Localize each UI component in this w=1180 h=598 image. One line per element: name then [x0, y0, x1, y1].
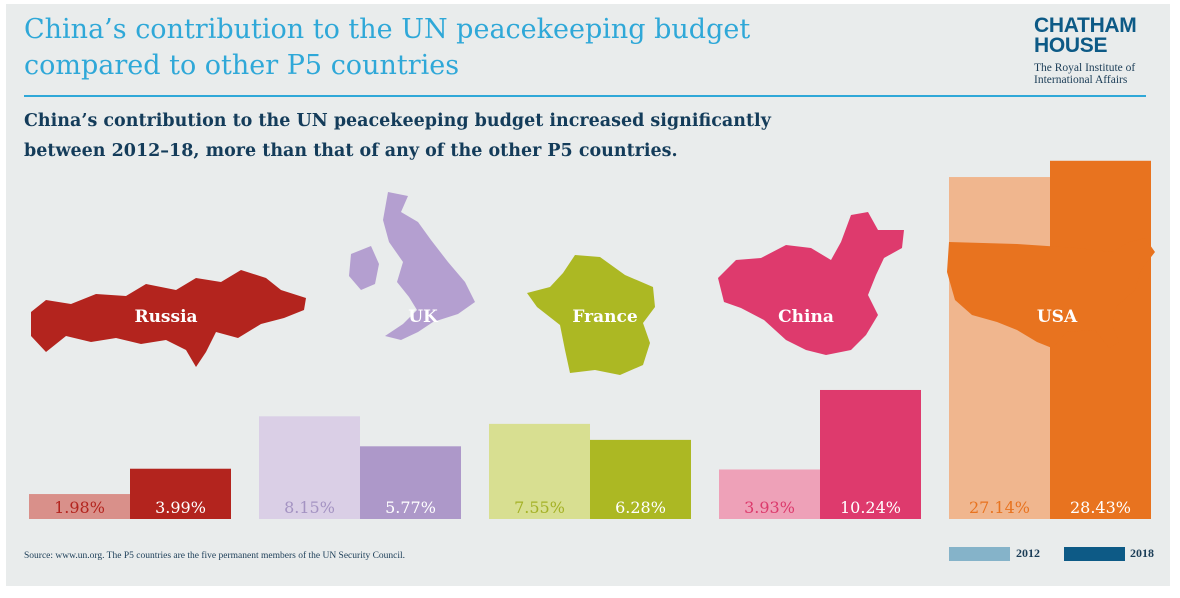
value-label-usa-2012: 27.14%	[969, 498, 1030, 517]
tagline-line-2: International Affairs	[1034, 74, 1128, 86]
legend-label-2018: 2018	[1130, 546, 1154, 560]
value-label-china-2012: 3.93%	[744, 498, 795, 517]
logo-line-2: HOUSE	[1034, 34, 1108, 57]
title-line-2: compared to other P5 countries	[24, 50, 460, 81]
value-label-russia-2012: 1.98%	[54, 498, 105, 517]
value-label-usa-2018: 28.43%	[1070, 498, 1131, 517]
map-usa	[947, 238, 1155, 348]
legend-swatch-2018	[1064, 547, 1125, 561]
subtitle-line-1: China’s contribution to the UN peacekeep…	[24, 111, 771, 131]
map-china	[718, 212, 904, 355]
bar-france-2012	[489, 423, 590, 519]
value-label-china-2018: 10.24%	[840, 498, 901, 517]
value-label-france-2018: 6.28%	[615, 498, 666, 517]
header-divider	[24, 95, 1146, 97]
bar-uk-2018	[360, 446, 461, 519]
subtitle-line-2: between 2012–18, more than that of any o…	[24, 141, 678, 161]
legend-label-2012: 2012	[1016, 546, 1040, 560]
bar-usa-2012	[949, 177, 1050, 519]
map-uk	[349, 192, 475, 340]
chatham-house-logo: CHATHAM HOUSE	[1034, 14, 1137, 57]
source-note: Source: www.un.org. The P5 countries are…	[24, 551, 406, 561]
page-title: China’s contribution to the UN peacekeep…	[24, 12, 784, 84]
country-label-france: France	[572, 307, 637, 327]
logo-line-1: CHATHAM	[1034, 14, 1137, 37]
value-label-france-2012: 7.55%	[514, 498, 565, 517]
tagline-line-1: The Royal Institute of	[1034, 62, 1136, 74]
country-label-china: China	[778, 307, 834, 327]
country-label-uk: UK	[408, 307, 439, 327]
bar-russia-2012	[29, 494, 130, 519]
bar-uk-2012	[259, 416, 360, 519]
bar-russia-2018	[130, 468, 231, 519]
map-france	[527, 255, 655, 375]
value-label-russia-2018: 3.99%	[155, 498, 206, 517]
title-line-1: China’s contribution to the UN peacekeep…	[24, 14, 751, 45]
bar-france-2018	[590, 439, 691, 519]
country-label-russia: Russia	[134, 307, 197, 327]
bar-china-2018	[820, 389, 921, 519]
legend-swatch-2012	[949, 547, 1010, 561]
bar-usa-2018	[1050, 160, 1151, 520]
country-label-usa: USA	[1037, 307, 1078, 327]
logo-tagline: The Royal Institute of International Aff…	[1034, 62, 1135, 86]
value-label-uk-2018: 5.77%	[385, 498, 436, 517]
value-label-uk-2012: 8.15%	[284, 498, 335, 517]
map-russia	[31, 270, 306, 367]
chart-subtitle: China’s contribution to the UN peacekeep…	[24, 106, 784, 166]
bar-china-2012	[719, 469, 820, 519]
